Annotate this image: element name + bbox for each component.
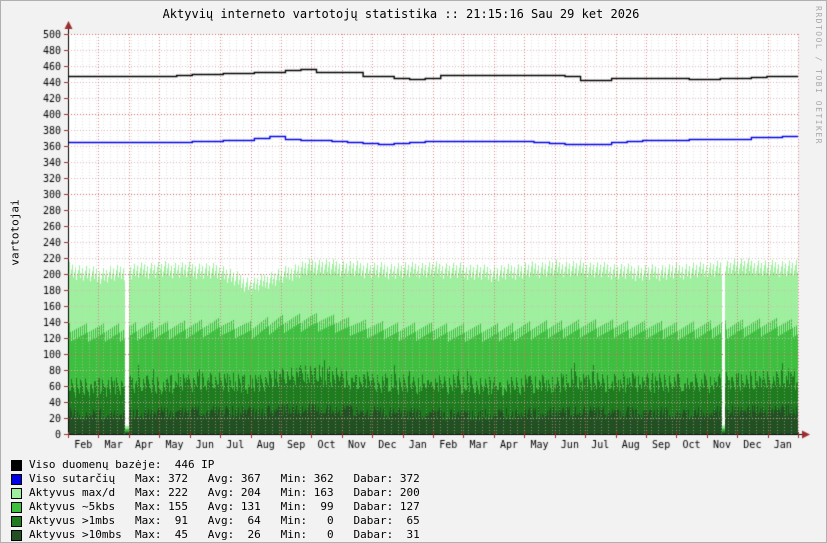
legend-swatch-aktyvus-maxd <box>11 487 22 499</box>
legend-row-aktyvus-1mbs: Aktyvus >1mbs Max: 91 Avg: 64 Min: 0 Dab… <box>11 514 420 528</box>
legend-swatch-aktyvus-10mbs <box>11 529 22 541</box>
legend-label-aktyvus-1mbs: Aktyvus >1mbs Max: 91 Avg: 64 Min: 0 Dab… <box>29 514 420 527</box>
legend-label-aktyvus-maxd: Aktyvus max/d Max: 222 Avg: 204 Min: 163… <box>29 486 420 499</box>
legend-row-aktyvus-10mbs: Aktyvus >10mbs Max: 45 Avg: 26 Min: 0 Da… <box>11 528 420 542</box>
y-axis-label: vartotojai <box>8 199 22 266</box>
legend-swatch-viso-sutarciu <box>11 473 22 485</box>
legend-swatch-aktyvus-1mbs <box>11 515 22 527</box>
legend-label-aktyvus-10mbs: Aktyvus >10mbs Max: 45 Avg: 26 Min: 0 Da… <box>29 528 420 541</box>
plot-area <box>31 21 811 453</box>
legend-swatch-aktyvus-5kbs <box>11 501 22 513</box>
legend-row-viso-duomenu-bazeje: Viso duomenų bazėje: 446 IP <box>11 458 420 472</box>
legend-swatch-viso-duomenu-bazeje <box>11 459 22 471</box>
legend-row-aktyvus-5kbs: Aktyvus ~5kbs Max: 155 Avg: 131 Min: 99 … <box>11 500 420 514</box>
legend-label-viso-sutarciu: Viso sutarčių Max: 372 Avg: 367 Min: 362… <box>29 472 420 485</box>
legend: Viso duomenų bazėje: 446 IP Viso sutarčių… <box>11 458 420 542</box>
legend-label-viso-duomenu-bazeje: Viso duomenų bazėje: 446 IP <box>29 458 215 471</box>
legend-label-aktyvus-5kbs: Aktyvus ~5kbs Max: 155 Avg: 131 Min: 99 … <box>29 500 420 513</box>
legend-row-aktyvus-maxd: Aktyvus max/d Max: 222 Avg: 204 Min: 163… <box>11 486 420 500</box>
legend-row-viso-sutarciu: Viso sutarčių Max: 372 Avg: 367 Min: 362… <box>11 472 420 486</box>
rrdtool-watermark: RRDTOOL / TOBI OETIKER <box>814 6 823 145</box>
graph-title: Aktyvių interneto vartotojų statistika :… <box>162 7 640 21</box>
